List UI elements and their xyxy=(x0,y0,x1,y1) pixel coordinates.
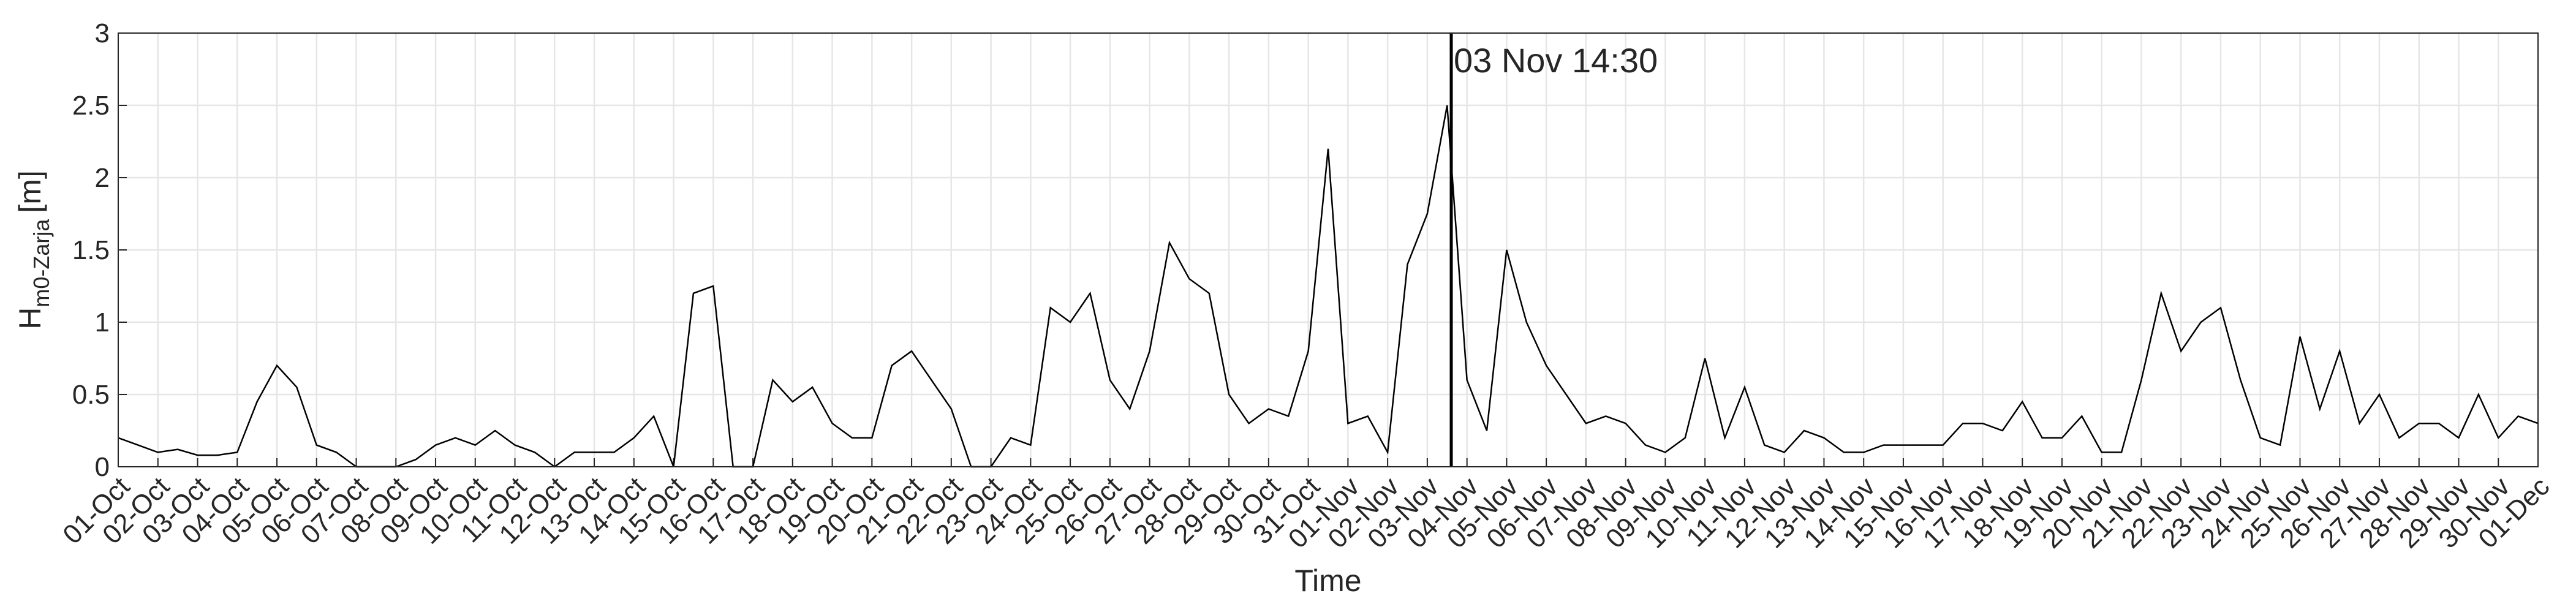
y-tick-label: 2 xyxy=(95,163,110,193)
y-label-unit: [m] xyxy=(13,170,47,213)
y-tick-label: 3 xyxy=(95,18,110,48)
y-tick-label: 2.5 xyxy=(72,91,110,121)
x-axis-label: Time xyxy=(1294,564,1361,598)
plot-frame xyxy=(118,32,2539,467)
y-label-main: H xyxy=(13,308,47,330)
y-tick-label: 1.5 xyxy=(72,235,110,265)
annotation-text: 03 Nov 14:30 xyxy=(1454,41,1658,80)
y-tick-label: 0.5 xyxy=(72,380,110,410)
y-tick-label: 1 xyxy=(95,308,110,338)
data-line xyxy=(118,105,2539,468)
y-label-sub: m0-Zarja xyxy=(29,219,54,308)
y-tick-label: 0 xyxy=(95,452,110,482)
y-axis-label: Hm0-Zarja [m] xyxy=(13,170,54,330)
